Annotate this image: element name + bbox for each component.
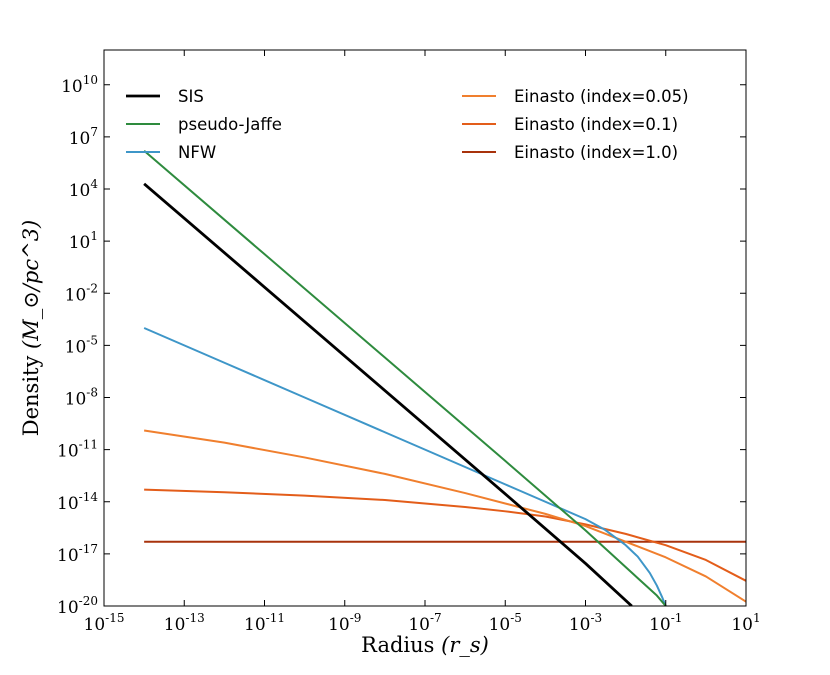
x-tick-label-1: 10-13 xyxy=(164,611,205,635)
plot-background xyxy=(104,50,746,606)
y-tick-label-1: 10-17 xyxy=(57,542,98,566)
y-tick-label-9: 107 xyxy=(69,125,98,149)
y-tick-label-3: 10-11 xyxy=(57,438,98,462)
legend-label-5: Einasto (index=1.0) xyxy=(514,143,678,162)
legend-label-1: pseudo-Jaffe xyxy=(178,115,282,134)
y-tick-label-2: 10-14 xyxy=(57,490,98,514)
y-tick-label-5: 10-5 xyxy=(65,333,98,357)
legend-label-3: Einasto (index=0.05) xyxy=(514,87,689,106)
y-axis-label: Density (M_⊙/pc^3) xyxy=(19,220,43,437)
y-tick-label-4: 10-8 xyxy=(65,386,98,410)
x-tick-label-7: 10-1 xyxy=(649,611,682,635)
x-axis-label: Radius (r_s) xyxy=(361,633,489,657)
x-axis-label-math: (r_s) xyxy=(441,633,489,657)
legend-label-2: NFW xyxy=(178,143,216,162)
series-line-4 xyxy=(144,488,746,582)
x-tick-label-2: 10-11 xyxy=(244,611,285,635)
tick-layer: 10-15 10-13 10-11 10-9 10-7 10-5 10-3 10-1 101 10… xyxy=(57,50,761,635)
x-tick-label-8: 101 xyxy=(731,611,760,635)
legend-label-0: SIS xyxy=(178,87,204,106)
y-tick-label-8: 104 xyxy=(69,177,99,201)
y-tick-label-7: 101 xyxy=(69,229,98,253)
x-tick-label-5: 10-5 xyxy=(489,611,522,635)
y-tick-label-0: 10-20 xyxy=(57,594,98,618)
series-line-1 xyxy=(143,150,667,606)
x-tick-label-6: 10-3 xyxy=(569,611,602,635)
x-tick-label-4: 10-7 xyxy=(408,611,441,635)
y-tick-label-6: 10-2 xyxy=(65,281,98,305)
series-line-3 xyxy=(143,429,746,603)
legend-label-4: Einasto (index=0.1) xyxy=(514,115,678,134)
series-line-0 xyxy=(143,182,633,606)
legend: SIS pseudo-Jaffe NFW Einasto (index=0.05) Ei… xyxy=(126,87,689,162)
x-tick-label-3: 10-9 xyxy=(328,611,361,635)
series-layer xyxy=(143,150,746,606)
y-axis-label-math: (M_⊙/pc^3) xyxy=(19,220,43,349)
x-tick-label-0: 10-15 xyxy=(84,611,125,635)
y-tick-label-10: 1010 xyxy=(61,73,98,97)
series-line-2 xyxy=(143,327,667,606)
